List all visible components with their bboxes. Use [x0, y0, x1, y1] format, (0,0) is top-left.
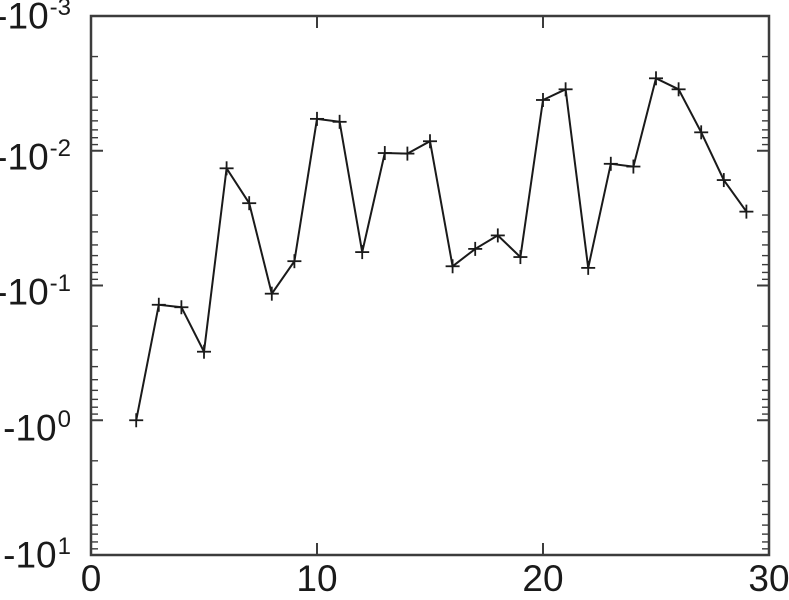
y-tick-exponent: -3 — [49, 0, 71, 21]
data-point — [423, 134, 437, 149]
y-tick-mantissa: -10 — [3, 534, 57, 576]
data-point — [468, 241, 483, 256]
data-point — [332, 114, 347, 129]
data-point — [694, 125, 709, 140]
data-series — [129, 71, 754, 428]
data-point — [400, 146, 415, 161]
y-tick-exponent: -2 — [49, 135, 71, 162]
data-point — [490, 228, 505, 243]
axes-frame — [89, 14, 771, 557]
data-point — [558, 82, 573, 97]
data-point — [377, 146, 392, 161]
data-point — [197, 344, 211, 359]
y-axis-tick-label: -100 — [3, 406, 71, 449]
y-tick-mantissa: -10 — [0, 0, 49, 37]
data-point — [445, 259, 460, 274]
y-tick-mantissa: -10 — [0, 271, 49, 313]
data-point — [219, 161, 234, 176]
data-point — [626, 159, 641, 174]
data-point — [536, 92, 550, 107]
y-axis-tick-label: -10-1 — [0, 270, 71, 313]
x-axis-tick-label: 0 — [80, 558, 102, 599]
y-tick-mantissa: -10 — [3, 407, 57, 449]
y-tick-mantissa: -10 — [0, 136, 49, 178]
y-axis-tick-label: -101 — [3, 533, 71, 576]
data-point — [287, 254, 302, 269]
data-point — [129, 413, 144, 428]
data-point — [264, 286, 279, 301]
data-point — [310, 111, 324, 126]
axis-ticks — [90, 15, 770, 556]
data-point — [671, 82, 686, 97]
y-tick-exponent: 1 — [57, 533, 71, 560]
y-tick-exponent: -1 — [49, 270, 71, 297]
y-axis-tick-label: -10-3 — [0, 0, 71, 34]
y-tick-exponent: 0 — [57, 406, 71, 433]
x-axis-tick-label: 20 — [522, 558, 564, 599]
data-point — [355, 245, 370, 260]
data-point — [242, 196, 257, 211]
data-point — [739, 204, 754, 219]
y-axis-tick-label: -10-2 — [0, 135, 71, 178]
data-point — [603, 156, 618, 171]
data-point — [174, 300, 189, 315]
plot-axes — [89, 14, 771, 557]
data-point — [513, 250, 528, 265]
x-axis-tick-label: 10 — [296, 558, 338, 599]
data-point — [581, 260, 596, 275]
data-point — [649, 71, 663, 86]
series-markers — [129, 71, 754, 428]
data-point — [151, 297, 166, 312]
data-point — [716, 173, 731, 188]
series-line — [135, 76, 748, 421]
x-axis-tick-label: 30 — [748, 558, 789, 599]
